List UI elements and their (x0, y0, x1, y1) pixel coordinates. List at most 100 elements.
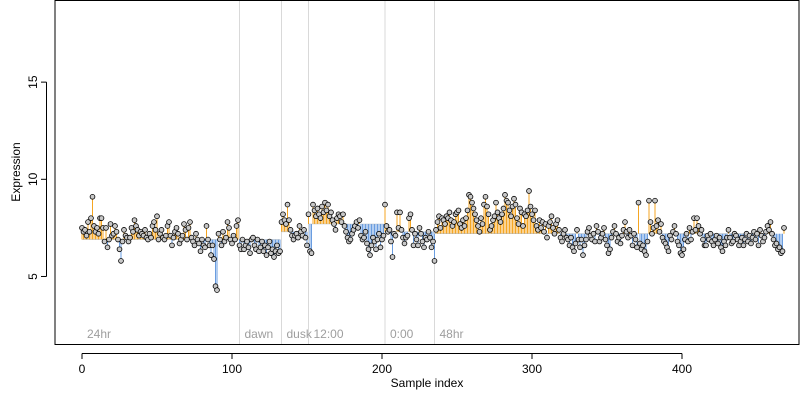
data-point (416, 225, 423, 231)
data-point (127, 234, 133, 241)
data-point (341, 223, 348, 229)
data-point (185, 225, 192, 231)
data-point (419, 238, 426, 245)
data-point (415, 242, 421, 249)
data-point (523, 213, 529, 220)
data-point (551, 230, 558, 237)
data-point (568, 234, 574, 241)
data-point (607, 246, 613, 253)
data-point (173, 225, 180, 231)
data-point (365, 246, 372, 253)
data-point (524, 207, 531, 214)
data-point (646, 197, 652, 204)
period-label: dawn (245, 327, 274, 341)
data-point (152, 227, 159, 233)
data-point (529, 211, 535, 218)
data-point (548, 213, 555, 220)
data-point (488, 223, 495, 229)
data-point (323, 207, 330, 214)
data-point (434, 219, 441, 225)
data-point (107, 221, 114, 227)
data-point (527, 203, 534, 210)
data-point (644, 238, 651, 245)
data-point (632, 236, 639, 243)
data-point (740, 242, 747, 249)
data-point (112, 223, 118, 229)
data-point (482, 193, 489, 200)
data-point (514, 215, 520, 221)
data-point (280, 211, 286, 218)
data-point (389, 254, 396, 260)
data-point (695, 223, 702, 229)
data-point (179, 232, 186, 239)
data-point (88, 215, 94, 221)
y-tick-label: 15 (26, 75, 40, 89)
data-point (694, 215, 700, 221)
data-point (265, 244, 271, 251)
data-point (583, 236, 589, 243)
data-point (467, 193, 474, 200)
period-label: 48hr (440, 327, 464, 341)
data-point (617, 240, 624, 247)
data-point (722, 242, 729, 249)
data-point (163, 232, 169, 239)
data-point (469, 199, 475, 206)
data-point (761, 234, 768, 241)
data-point (392, 232, 399, 239)
data-point (355, 225, 361, 231)
data-point (199, 236, 205, 243)
data-point (388, 238, 394, 245)
data-point (254, 236, 261, 243)
data-point (643, 252, 649, 258)
data-point (757, 227, 763, 233)
x-tick-label: 400 (672, 362, 692, 376)
data-point (382, 201, 388, 208)
data-point (328, 209, 334, 216)
data-point (766, 227, 772, 233)
data-point (218, 242, 225, 249)
data-point (233, 223, 240, 229)
data-point (383, 223, 390, 229)
data-point (401, 240, 408, 247)
data-point (530, 217, 537, 223)
data-point (508, 213, 514, 220)
data-point (671, 223, 678, 229)
data-point (572, 240, 579, 247)
data-point (655, 217, 661, 223)
data-point (95, 230, 102, 237)
period-label: dusk (287, 327, 313, 341)
data-point (410, 242, 417, 249)
data-point (364, 240, 370, 247)
period-labels: 24hr dawn dusk 12:00 0:00 48hr (87, 327, 464, 341)
data-point (239, 236, 246, 243)
x-tick-label: 0 (79, 362, 86, 376)
data-point (104, 244, 111, 251)
data-point (310, 201, 316, 208)
data-point (668, 236, 675, 243)
data-point (398, 227, 405, 233)
data-point (511, 195, 517, 202)
data-point (532, 207, 538, 214)
data-point (154, 213, 160, 220)
data-point (578, 236, 585, 243)
data-point (577, 244, 583, 251)
data-point (470, 205, 477, 212)
data-point (716, 234, 723, 241)
data-point (121, 227, 127, 233)
data-point (202, 244, 208, 251)
data-point (427, 234, 433, 241)
data-point (274, 242, 280, 249)
data-point (613, 230, 619, 237)
data-point (658, 221, 664, 227)
data-point (431, 258, 438, 264)
data-point (574, 227, 580, 233)
data-point (653, 223, 660, 229)
data-point (130, 228, 136, 235)
data-point (155, 236, 162, 243)
data-point (686, 225, 693, 231)
data-point (331, 221, 337, 227)
data-point (506, 207, 513, 214)
data-point (368, 242, 375, 249)
data-point (437, 225, 444, 231)
